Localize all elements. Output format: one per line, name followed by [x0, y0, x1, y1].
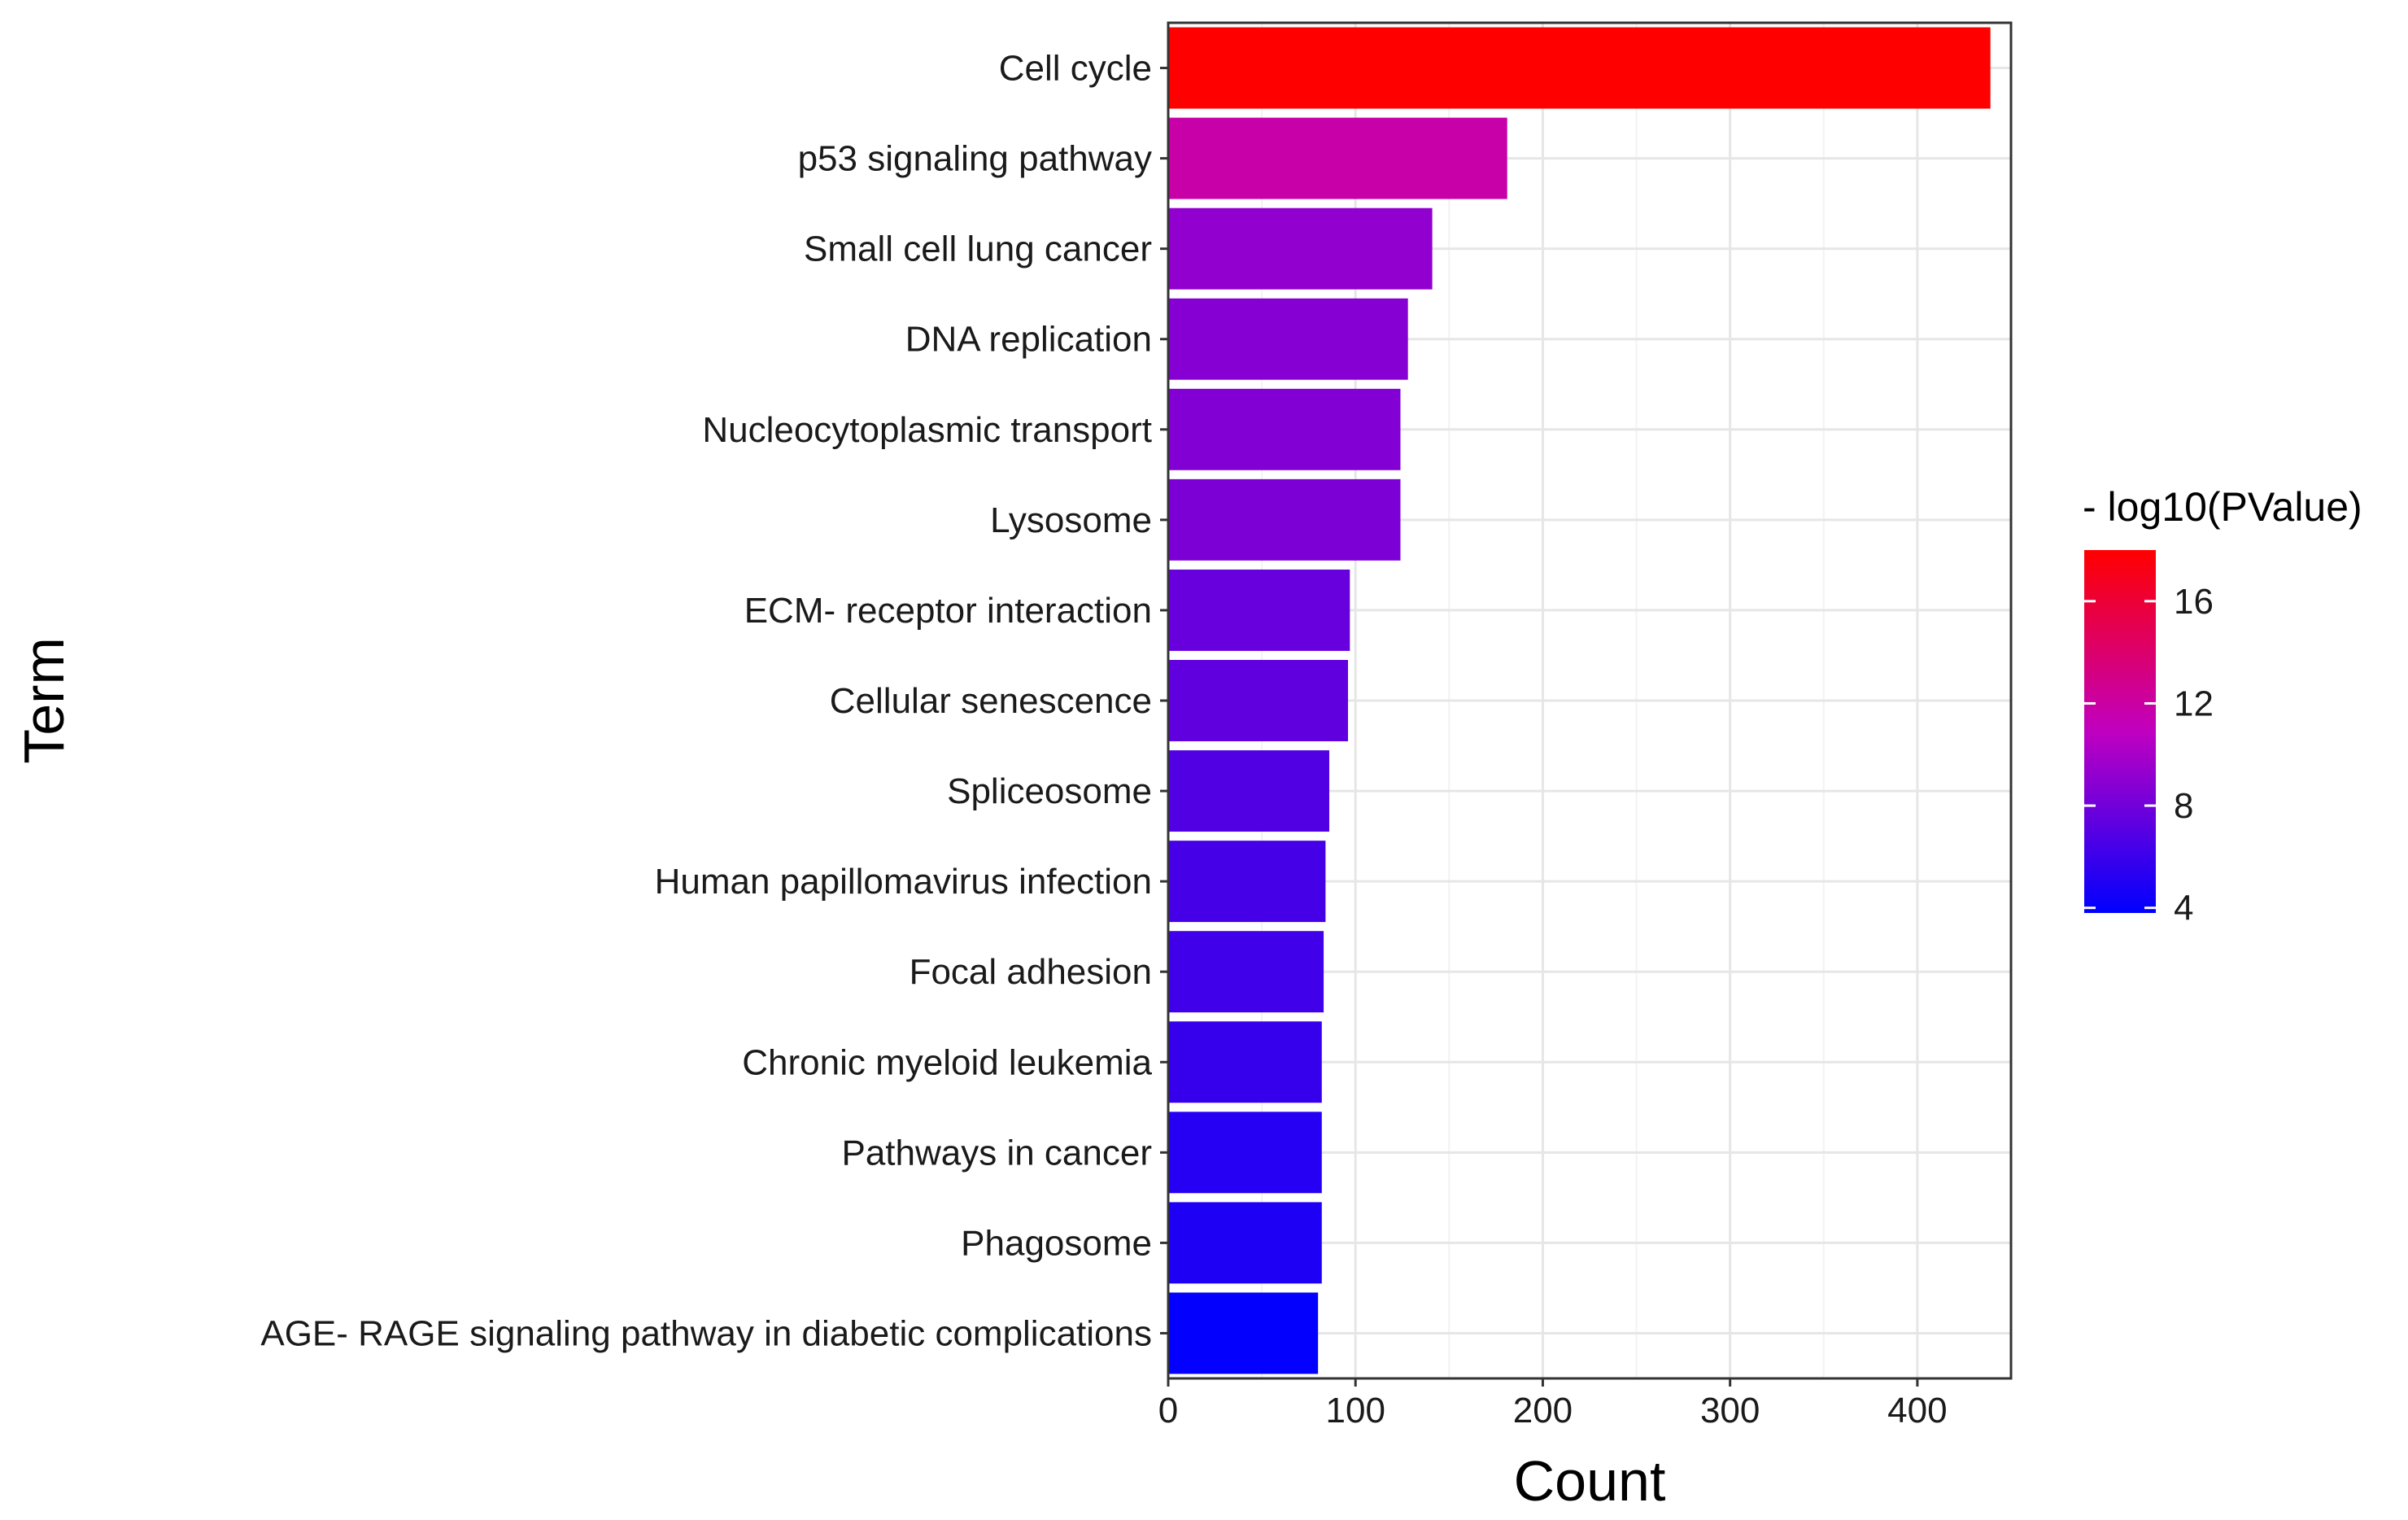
- legend-title: - log10(PValue): [2083, 484, 2362, 530]
- color-legend: - log10(PValue) 4 8 12 16: [2083, 484, 2362, 928]
- bar: [1168, 207, 1433, 290]
- x-axis: 0 100 200 300 400: [1158, 1378, 1948, 1430]
- bar: [1168, 750, 1329, 832]
- y-tick-label: Small cell lung cancer: [804, 229, 1152, 269]
- y-axis: Cell cycle p53 signaling pathway Small cel…: [260, 49, 1168, 1353]
- bar: [1168, 388, 1401, 470]
- y-tick-label: DNA replication: [905, 320, 1152, 360]
- y-tick-label: Human papillomavirus infection: [655, 862, 1152, 902]
- y-tick-label: ECM- receptor interaction: [744, 591, 1152, 631]
- y-tick-label: Chronic myeloid leukemia: [742, 1042, 1152, 1082]
- y-tick-label: Nucleocytoplasmic transport: [702, 410, 1152, 450]
- y-tick-label: Phagosome: [961, 1223, 1152, 1263]
- x-tick-label: 100: [1326, 1391, 1385, 1430]
- bar: [1168, 841, 1326, 923]
- x-tick-label: 200: [1513, 1391, 1573, 1430]
- bar: [1168, 569, 1350, 651]
- y-tick-label: Focal adhesion: [910, 952, 1152, 992]
- legend-tick-label: 8: [2174, 786, 2193, 826]
- legend-tick-label: 12: [2174, 684, 2214, 723]
- x-axis-title: Count: [1514, 1449, 1666, 1513]
- bar: [1168, 478, 1401, 561]
- x-tick-label: 300: [1700, 1391, 1760, 1430]
- y-tick-label: Cellular senescence: [830, 681, 1152, 721]
- y-tick-label: AGE- RAGE signaling pathway in diabetic …: [260, 1313, 1152, 1353]
- bar: [1168, 1202, 1322, 1284]
- y-tick-label: Cell cycle: [999, 49, 1152, 89]
- legend-colorbar: [2084, 550, 2156, 913]
- legend-tick-label: 16: [2174, 582, 2214, 622]
- bar: [1168, 117, 1507, 199]
- y-tick-label: Spliceosome: [947, 771, 1152, 811]
- y-axis-title: Term: [12, 637, 76, 764]
- y-tick-label: Lysosome: [990, 500, 1152, 540]
- x-tick-label: 400: [1887, 1391, 1947, 1430]
- bar: [1168, 1021, 1322, 1103]
- bar: [1168, 931, 1324, 1013]
- legend-ticks: 4 8 12 16: [2084, 582, 2214, 928]
- bar: [1168, 1292, 1319, 1374]
- bar: [1168, 1112, 1322, 1194]
- bar: [1168, 298, 1408, 380]
- y-tick-label: Pathways in cancer: [841, 1133, 1152, 1173]
- bars: [1168, 27, 1991, 1374]
- x-tick-label: 0: [1158, 1391, 1178, 1430]
- y-tick-label: p53 signaling pathway: [798, 139, 1152, 179]
- legend-tick-label: 4: [2174, 889, 2193, 928]
- bar: [1168, 27, 1991, 109]
- bar: [1168, 660, 1349, 741]
